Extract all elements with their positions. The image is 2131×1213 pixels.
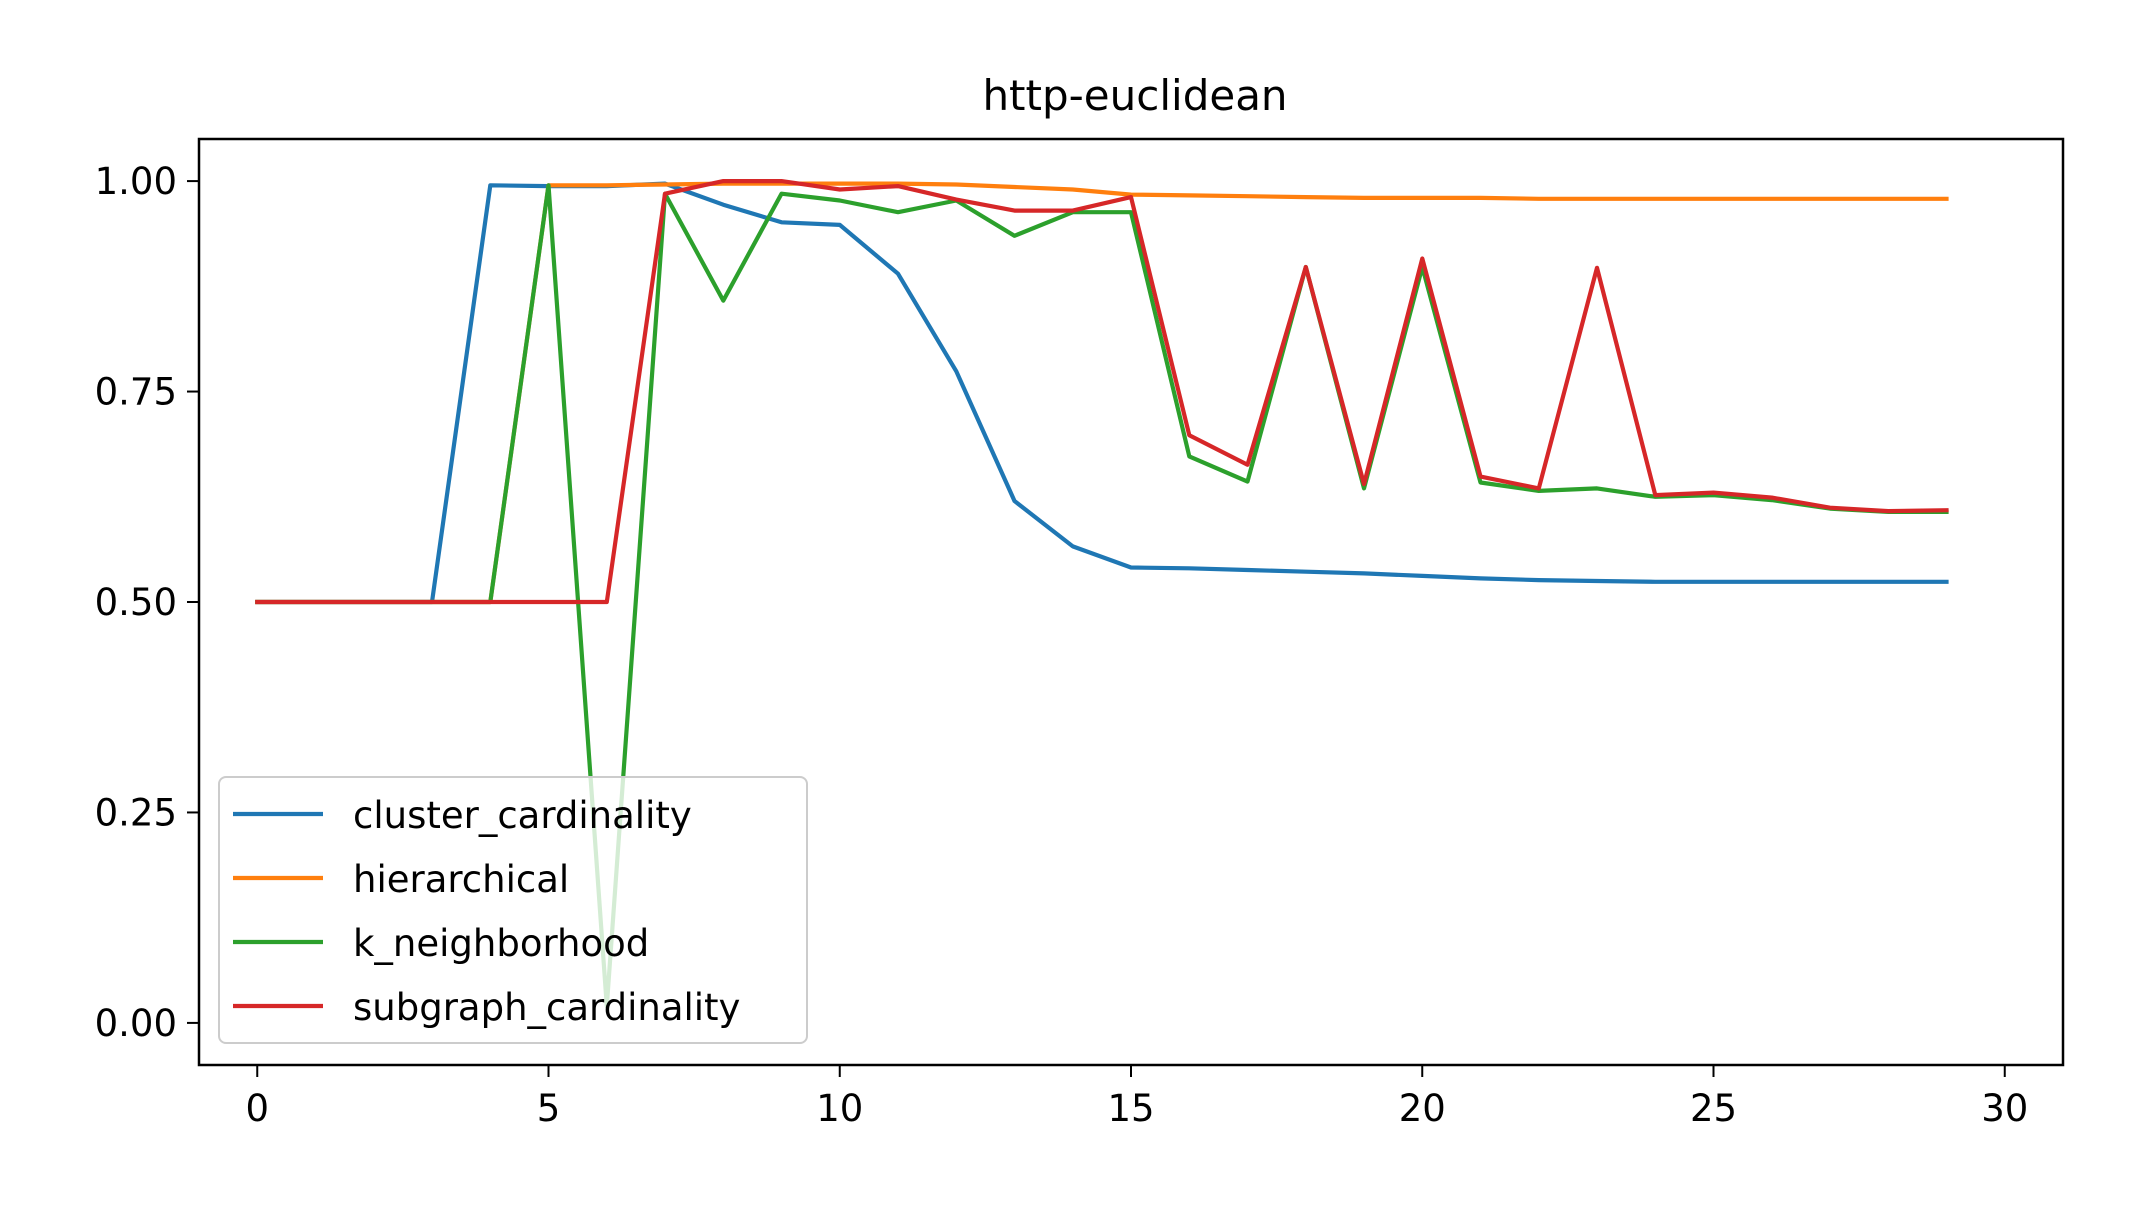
legend: cluster_cardinality hierarchical k_neighbo… (218, 776, 808, 1044)
x-tick-label: 25 (1690, 1087, 1737, 1130)
axes: 0 5 10 15 20 25 30 0.00 0.25 0.50 0.75 1.00 (95, 160, 2029, 1130)
y-tick-label: 0.25 (95, 791, 177, 834)
x-tick-label: 30 (1981, 1087, 2028, 1130)
legend-label-k-neighborhood: k_neighborhood (353, 922, 649, 965)
y-tick-label: 0.00 (95, 1002, 177, 1045)
x-tick-label: 0 (245, 1087, 269, 1130)
x-tick-label: 15 (1107, 1087, 1154, 1130)
y-tick-label: 0.50 (95, 581, 177, 624)
chart-title: http-euclidean (982, 71, 1287, 120)
y-tick-label: 1.00 (95, 160, 177, 203)
x-tick-label: 10 (816, 1087, 863, 1130)
x-tick-label: 5 (537, 1087, 561, 1130)
y-tick-label: 0.75 (95, 371, 177, 414)
legend-label-subgraph-cardinality: subgraph_cardinality (353, 986, 740, 1029)
series-line-subgraph-cardinality (255, 179, 1949, 605)
series-line-cluster-cardinality (255, 181, 1949, 605)
legend-box (218, 776, 808, 1044)
legend-label-cluster-cardinality: cluster_cardinality (353, 794, 692, 837)
legend-label-hierarchical: hierarchical (353, 858, 569, 901)
x-tick-label: 20 (1399, 1087, 1446, 1130)
series-lines (255, 179, 1949, 1009)
